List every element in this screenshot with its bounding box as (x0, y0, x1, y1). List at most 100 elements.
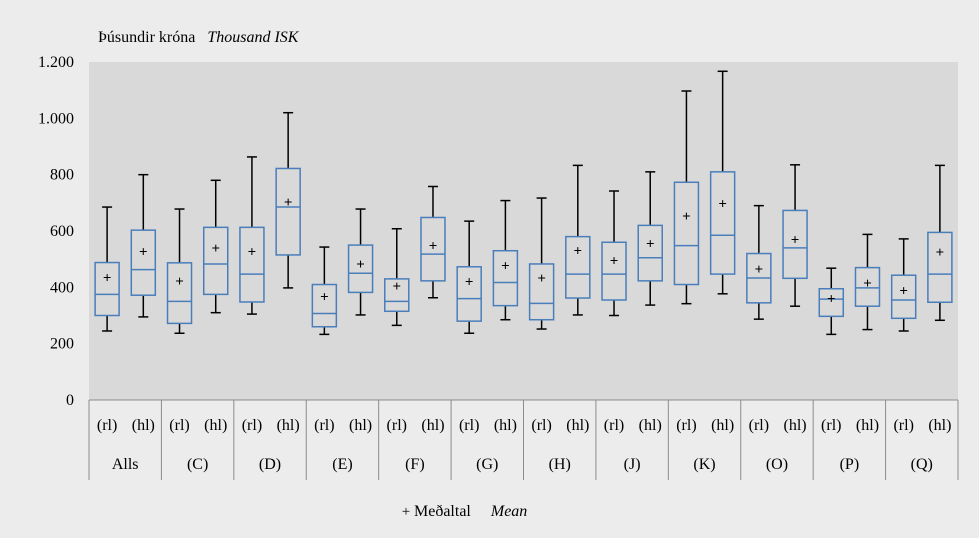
mean-marker: + (718, 197, 727, 213)
mean-marker: + (863, 276, 872, 292)
mean-marker: + (103, 270, 112, 286)
x-sub-label: (rl) (387, 417, 407, 434)
box-Alls-(rl): + (94, 206, 120, 332)
box-iqr (782, 209, 808, 280)
x-group-label: (D) (259, 456, 281, 473)
box-(Q)-(hl): + (927, 164, 953, 322)
box-iqr (673, 181, 700, 286)
x-group-label: (P) (840, 456, 860, 473)
box-(H)-(hl): + (565, 164, 591, 316)
box-(E)-(hl): + (347, 208, 374, 316)
x-sub-label: (rl) (821, 417, 841, 434)
x-sub-label: (hl) (277, 417, 300, 434)
x-sub-label: (rl) (604, 417, 624, 434)
box-iqr (890, 274, 917, 320)
y-unit-label: Þúsundir króna Thousand ISK (98, 29, 300, 46)
x-sub-label: (hl) (784, 417, 807, 434)
x-sub-label: (rl) (749, 417, 769, 434)
x-group-label: (F) (405, 456, 425, 473)
box-iqr (239, 226, 265, 303)
x-sub-label: (hl) (349, 417, 372, 434)
plot-area (89, 62, 958, 400)
x-sub-label: (hl) (132, 417, 155, 434)
x-sub-label: (hl) (421, 417, 444, 434)
x-sub-label: (rl) (459, 417, 479, 434)
box-iqr (311, 283, 338, 328)
box-iqr (130, 229, 157, 296)
x-sub-label: (rl) (676, 417, 696, 434)
y-tick-label: 200 (50, 336, 74, 353)
x-sub-label: (rl) (531, 417, 551, 434)
mean-marker: + (248, 245, 257, 261)
mean-marker: + (392, 279, 401, 295)
x-group-label: (J) (624, 456, 641, 473)
mean-marker: + (501, 258, 510, 274)
box-iqr (927, 231, 953, 304)
mean-marker: + (175, 274, 184, 290)
mean-marker: + (899, 284, 908, 300)
y-axis: 0 200 400 600 800 1.000 1.200 (38, 54, 74, 409)
box-Alls-(hl): + (130, 173, 157, 318)
x-sub-label: (hl) (856, 417, 879, 434)
mean-marker: + (936, 245, 945, 261)
box-iqr (202, 226, 229, 296)
mean-marker: + (320, 290, 329, 306)
mean-marker: + (682, 209, 691, 225)
box-(J)-(rl): + (601, 190, 627, 317)
x-group-label: (H) (549, 456, 571, 473)
mean-marker: + (827, 292, 836, 308)
box-(D)-(hl): + (275, 111, 301, 289)
box-iqr (94, 261, 120, 317)
box-iqr (565, 235, 591, 299)
box-iqr (492, 249, 519, 307)
box-(G)-(rl): + (456, 220, 482, 334)
x-sub-label: (hl) (494, 417, 517, 434)
box-(H)-(rl): + (528, 197, 555, 330)
x-group-label: (K) (693, 456, 715, 473)
box-(Q)-(rl): + (890, 238, 917, 332)
box-iqr (637, 224, 663, 282)
box-(O)-(hl): + (782, 164, 808, 307)
x-sub-label: (rl) (169, 417, 189, 434)
mean-marker: + (574, 244, 583, 260)
x-axis: Alls (rl) (hl) (C) (rl) (hl) (D) (rl) (hl) (E) (rl… (88, 399, 959, 480)
y-tick-label: 1.000 (38, 110, 74, 127)
x-sub-label: (hl) (566, 417, 589, 434)
box-iqr (528, 263, 555, 321)
legend-label-is: Meðaltal (414, 503, 471, 520)
mean-marker: + (537, 271, 546, 287)
box-(P)-(hl): + (854, 233, 881, 331)
x-sub-label: (hl) (711, 417, 734, 434)
mean-marker: + (465, 275, 474, 291)
x-sub-label: (rl) (242, 417, 262, 434)
x-sub-label: (hl) (639, 417, 662, 434)
box-(G)-(hl): + (492, 199, 519, 321)
x-group-label: (E) (332, 456, 352, 473)
legend-label: Meðaltal Mean (414, 503, 527, 520)
box-iqr (601, 241, 627, 301)
box-iqr (166, 262, 193, 325)
mean-marker: + (755, 262, 764, 278)
box-(D)-(rl): + (239, 156, 265, 315)
y-tick-label: 0 (66, 392, 74, 409)
box-series: + + + + + + + + + + + + + + + + + + + + + + + + (94, 70, 953, 336)
x-group-label: (Q) (911, 456, 933, 473)
mean-marker: + (429, 239, 438, 255)
x-sub-label: (hl) (928, 417, 951, 434)
box-iqr (347, 244, 374, 294)
box-(K)-(rl): + (673, 90, 700, 305)
x-group-label: Alls (112, 456, 139, 473)
mean-marker: + (610, 254, 619, 270)
x-group-label: (C) (187, 456, 208, 473)
legend-marker: + (402, 504, 410, 520)
box-(O)-(rl): + (746, 204, 772, 320)
y-tick-label: 800 (50, 167, 74, 184)
box-(K)-(hl): + (709, 70, 736, 295)
x-sub-label: (rl) (893, 417, 913, 434)
mean-marker: + (211, 241, 220, 257)
x-sub-label: (rl) (314, 417, 334, 434)
y-tick-label: 400 (50, 279, 74, 296)
y-unit-label-is: Þúsundir króna (98, 29, 195, 46)
box-(P)-(rl): + (818, 267, 845, 336)
